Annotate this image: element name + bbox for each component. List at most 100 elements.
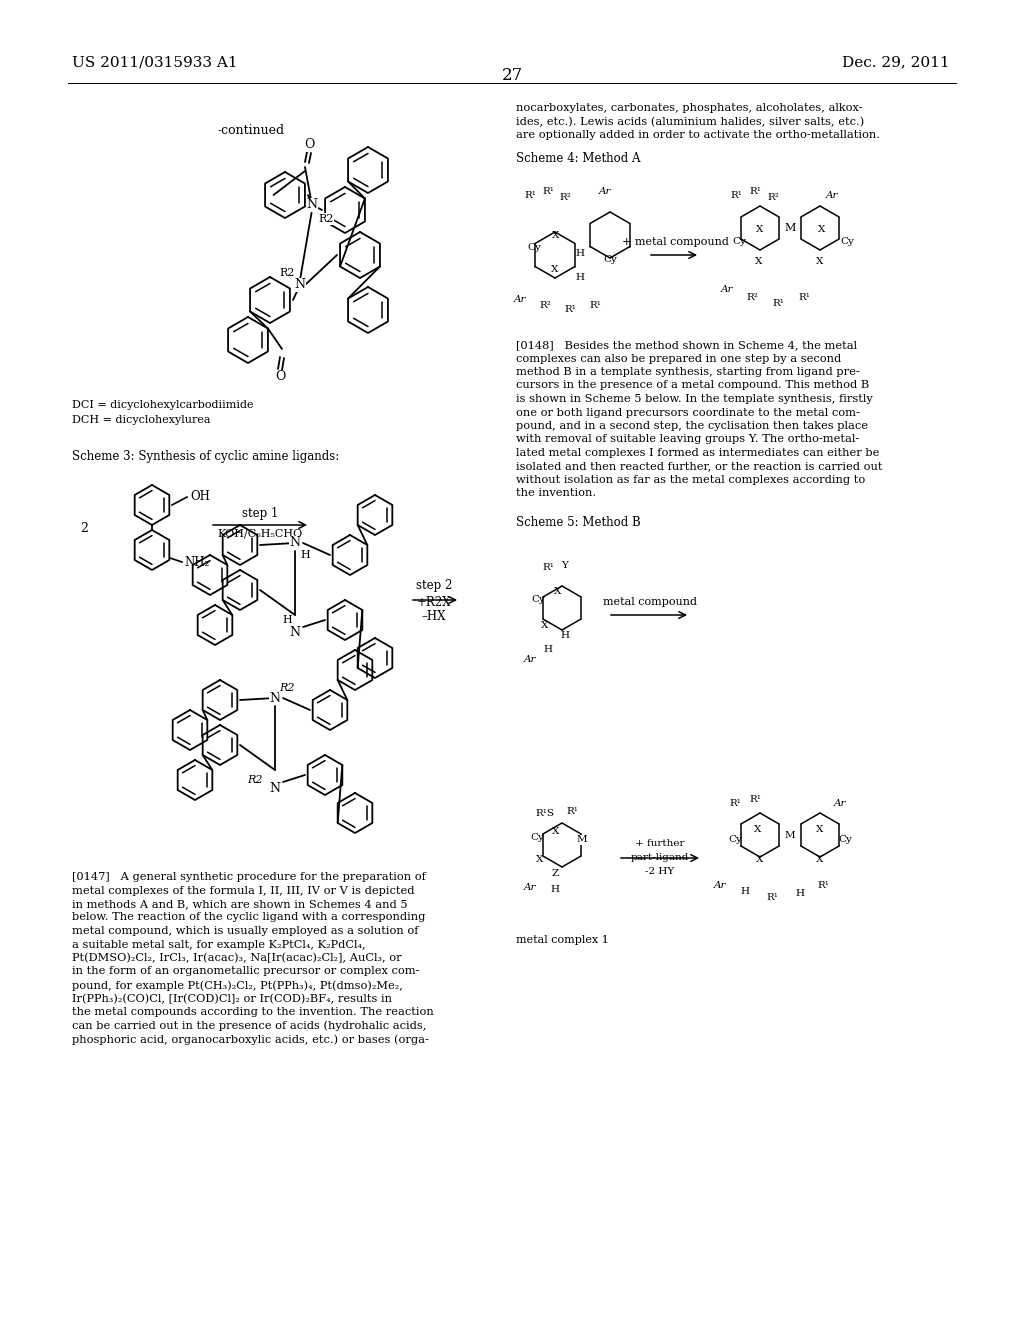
Text: -2 HY: -2 HY	[645, 866, 675, 875]
Text: N: N	[306, 198, 317, 211]
Text: with removal of suitable leaving groups Y. The ortho-metal-: with removal of suitable leaving groups …	[516, 434, 859, 445]
Text: NH₂: NH₂	[184, 556, 209, 569]
Text: +R2X: +R2X	[417, 595, 452, 609]
Text: Ar: Ar	[599, 187, 611, 197]
Text: X: X	[816, 825, 823, 834]
Text: N: N	[295, 279, 305, 292]
Text: complexes can also be prepared in one step by a second: complexes can also be prepared in one st…	[516, 354, 842, 363]
Text: H: H	[283, 615, 292, 624]
Text: Cy: Cy	[527, 243, 541, 252]
Text: + further: + further	[635, 838, 685, 847]
Text: X: X	[818, 226, 825, 235]
Text: Cy: Cy	[840, 238, 854, 247]
Text: Ar: Ar	[714, 880, 726, 890]
Text: H: H	[740, 887, 750, 896]
Text: Cy: Cy	[531, 595, 545, 605]
Text: R²: R²	[539, 301, 551, 309]
Text: DCH = dicyclohexylurea: DCH = dicyclohexylurea	[72, 414, 211, 425]
Text: Cy: Cy	[728, 836, 742, 845]
Text: + metal compound: + metal compound	[622, 238, 728, 247]
Text: H: H	[551, 886, 559, 895]
Text: R²: R²	[559, 193, 571, 202]
Text: metal compound, which is usually employed as a solution of: metal compound, which is usually employe…	[72, 927, 419, 936]
Text: R2: R2	[280, 682, 295, 693]
Text: R¹: R¹	[730, 190, 742, 199]
Text: M: M	[784, 830, 796, 840]
Text: X: X	[816, 257, 823, 267]
Text: the metal compounds according to the invention. The reaction: the metal compounds according to the inv…	[72, 1007, 434, 1016]
Text: Cy: Cy	[530, 833, 544, 842]
Text: method B in a template synthesis, starting from ligand pre-: method B in a template synthesis, starti…	[516, 367, 860, 378]
Text: H: H	[575, 248, 585, 257]
Text: Ar: Ar	[834, 799, 846, 808]
Text: X: X	[551, 265, 559, 275]
Text: H: H	[796, 888, 805, 898]
Text: N: N	[290, 627, 300, 639]
Text: R¹: R¹	[772, 298, 784, 308]
Text: X: X	[755, 825, 762, 834]
Text: KOH/C₆H₅CHO: KOH/C₆H₅CHO	[217, 528, 303, 539]
Text: R¹: R¹	[817, 880, 829, 890]
Text: R¹: R¹	[589, 301, 601, 309]
Text: R2: R2	[280, 268, 295, 279]
Text: 27: 27	[502, 66, 522, 83]
Text: Ar: Ar	[721, 285, 733, 294]
Text: Ir(PPh₃)₂(CO)Cl, [Ir(COD)Cl]₂ or Ir(COD)₂BF₄, results in: Ir(PPh₃)₂(CO)Cl, [Ir(COD)Cl]₂ or Ir(COD)…	[72, 994, 392, 1003]
Text: lated metal complexes I formed as intermediates can either be: lated metal complexes I formed as interm…	[516, 447, 880, 458]
Text: H: H	[544, 645, 553, 655]
Text: R¹: R¹	[750, 796, 761, 804]
Text: metal compound: metal compound	[603, 597, 697, 607]
Text: H: H	[300, 550, 310, 560]
Text: in methods A and B, which are shown in Schemes 4 and 5: in methods A and B, which are shown in S…	[72, 899, 408, 909]
Text: step 2: step 2	[416, 579, 453, 593]
Text: Pt(DMSO)₂Cl₂, IrCl₃, Ir(acac)₃, Na[Ir(acac)₂Cl₂], AuCl₃, or: Pt(DMSO)₂Cl₂, IrCl₃, Ir(acac)₃, Na[Ir(ac…	[72, 953, 401, 964]
Text: R²: R²	[746, 293, 758, 301]
Text: H: H	[560, 631, 569, 639]
Text: X: X	[552, 231, 560, 239]
Text: are optionally added in order to activate the ortho-metallation.: are optionally added in order to activat…	[516, 129, 880, 140]
Text: X: X	[757, 226, 764, 235]
Text: M: M	[784, 223, 796, 234]
Text: step 1: step 1	[242, 507, 279, 520]
Text: N: N	[269, 781, 281, 795]
Text: metal complexes of the formula I, II, III, IV or V is depicted: metal complexes of the formula I, II, II…	[72, 886, 415, 895]
Text: in the form of an organometallic precursor or complex com-: in the form of an organometallic precurs…	[72, 966, 420, 977]
Text: Y: Y	[561, 561, 568, 569]
Text: Ar: Ar	[523, 656, 537, 664]
Text: R¹: R¹	[524, 190, 536, 199]
Text: R2: R2	[247, 775, 263, 785]
Text: H: H	[575, 273, 585, 282]
Text: –HX: –HX	[422, 610, 446, 623]
Text: US 2011/0315933 A1: US 2011/0315933 A1	[72, 55, 238, 69]
Text: X: X	[552, 828, 560, 837]
Text: Scheme 3: Synthesis of cyclic amine ligands:: Scheme 3: Synthesis of cyclic amine liga…	[72, 450, 339, 463]
Text: R¹: R¹	[542, 564, 554, 573]
Text: below. The reaction of the cyclic ligand with a corresponding: below. The reaction of the cyclic ligand…	[72, 912, 425, 923]
Text: X: X	[757, 855, 764, 865]
Text: OH: OH	[190, 491, 210, 503]
Text: a suitable metal salt, for example K₂PtCl₄, K₂PdCl₄,: a suitable metal salt, for example K₂PtC…	[72, 940, 366, 949]
Text: metal complex 1: metal complex 1	[516, 935, 608, 945]
Text: the invention.: the invention.	[516, 488, 596, 499]
Text: X: X	[537, 855, 544, 865]
Text: Ar: Ar	[825, 190, 839, 199]
Text: O: O	[304, 139, 314, 152]
Text: can be carried out in the presence of acids (hydrohalic acids,: can be carried out in the presence of ac…	[72, 1020, 426, 1031]
Text: X: X	[756, 257, 763, 267]
Text: cursors in the presence of a metal compound. This method B: cursors in the presence of a metal compo…	[516, 380, 869, 391]
Text: isolated and then reacted further, or the reaction is carried out: isolated and then reacted further, or th…	[516, 462, 883, 471]
Text: -continued: -continued	[218, 124, 285, 136]
Text: Dec. 29, 2011: Dec. 29, 2011	[843, 55, 950, 69]
Text: R2: R2	[318, 214, 334, 224]
Text: R¹: R¹	[566, 808, 578, 817]
Text: [0147]   A general synthetic procedure for the preparation of: [0147] A general synthetic procedure for…	[72, 873, 426, 882]
Text: M: M	[577, 836, 588, 845]
Text: Scheme 4: Method A: Scheme 4: Method A	[516, 152, 640, 165]
Text: without isolation as far as the metal complexes according to: without isolation as far as the metal co…	[516, 475, 865, 484]
Text: X: X	[816, 855, 823, 865]
Text: ides, etc.). Lewis acids (aluminium halides, silver salts, etc.): ides, etc.). Lewis acids (aluminium hali…	[516, 116, 864, 127]
Text: 2: 2	[80, 521, 88, 535]
Text: R¹: R¹	[798, 293, 810, 302]
Text: Cy: Cy	[603, 256, 616, 264]
Text: N: N	[269, 692, 281, 705]
